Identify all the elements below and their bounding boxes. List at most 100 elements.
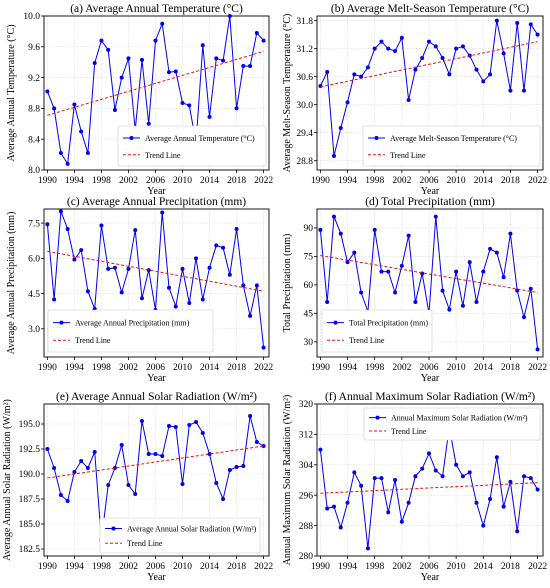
data-point — [406, 500, 411, 505]
chart-title: (e) Average Annual Solar Radiation (W/m²… — [56, 391, 257, 403]
data-point — [254, 283, 259, 288]
x-axis-label: Year — [147, 572, 166, 583]
trend-line — [320, 254, 538, 293]
plot-frame — [316, 403, 544, 557]
data-point — [119, 75, 124, 80]
data-point — [106, 266, 111, 271]
x-tick-label: 2010 — [447, 176, 466, 186]
data-point — [79, 248, 84, 253]
data-point — [119, 443, 124, 447]
legend-marker — [111, 526, 116, 531]
data-point — [379, 269, 384, 274]
x-tick-label: 2006 — [419, 176, 438, 186]
data-point — [447, 307, 452, 312]
legend-label: Trend Line — [75, 336, 111, 345]
data-point — [447, 72, 452, 77]
y-tick-label: 190.0 — [19, 470, 41, 480]
data-point — [413, 67, 418, 72]
x-tick-label: 1998 — [365, 363, 384, 373]
data-point — [261, 444, 266, 448]
y-tick-label: 31.2 — [296, 45, 313, 55]
y-tick-label: 9.2 — [28, 74, 40, 84]
x-tick-label: 1998 — [92, 562, 111, 572]
data-point — [187, 103, 192, 108]
legend: Average Annual Solar Radiation (W/m²) Tre… — [99, 517, 261, 554]
data-point — [372, 227, 377, 232]
x-tick-label: 2002 — [392, 562, 411, 572]
data-point — [467, 260, 472, 265]
data-point — [460, 44, 465, 49]
y-tick-label: 6.0 — [28, 255, 40, 265]
data-point — [248, 414, 253, 418]
data-point — [99, 223, 104, 228]
x-axis-label: Year — [147, 186, 166, 197]
data-point — [454, 46, 459, 51]
y-tick-label: 75 — [304, 253, 314, 263]
data-point — [393, 478, 398, 482]
y-tick-label: 31.8 — [296, 17, 313, 27]
data-point — [440, 288, 445, 293]
data-point — [338, 126, 343, 130]
x-axis-label: Year — [147, 373, 166, 384]
x-tick-label: 2022 — [254, 562, 273, 572]
panel-2: 1990 1994 1998 2002 2006 2010 2014 2018 2022 28.8… — [282, 3, 547, 197]
plot-frame — [43, 208, 270, 358]
data-point — [146, 121, 151, 126]
legend: Average Annual Temperature (°C) Trend Lin… — [117, 125, 267, 167]
data-point — [167, 285, 171, 290]
data-point — [248, 64, 253, 69]
y-tick-label: 30.6 — [296, 73, 313, 83]
data-point — [241, 283, 246, 288]
chart-title: (c) Average Annual Precipitation (mm) — [67, 196, 246, 208]
data-point — [92, 450, 97, 454]
data-point — [45, 89, 50, 94]
x-tick-label: 2006 — [419, 363, 438, 373]
legend-marker — [59, 320, 64, 325]
legend-box — [47, 309, 214, 353]
data-point — [221, 245, 226, 250]
data-point — [515, 529, 520, 534]
data-point — [65, 161, 70, 166]
x-tick-label: 1990 — [38, 363, 57, 373]
data-point — [221, 58, 226, 63]
data-point — [65, 499, 70, 503]
data-point — [79, 129, 84, 134]
y-tick-label: 320 — [299, 400, 314, 410]
data-point — [180, 266, 185, 271]
data-point — [139, 57, 144, 62]
data-point — [254, 440, 259, 444]
data-point — [345, 100, 350, 105]
y-tick-label: 29.4 — [296, 129, 313, 139]
legend-box — [362, 125, 541, 167]
x-tick-label: 2006 — [146, 363, 165, 373]
data-point — [167, 70, 171, 75]
y-tick-label: 8.0 — [28, 166, 40, 176]
data-point — [72, 470, 77, 474]
x-tick-label: 1990 — [311, 363, 330, 373]
data-point — [508, 88, 513, 93]
data-point — [248, 313, 253, 318]
data-point — [106, 47, 111, 52]
data-point — [386, 269, 391, 274]
data-point — [45, 447, 50, 451]
data-point — [440, 56, 445, 60]
data-point — [379, 476, 384, 481]
x-tick-label: 2002 — [392, 176, 411, 186]
data-point — [521, 88, 526, 93]
y-tick-label: 30 — [304, 338, 314, 348]
data-point — [420, 466, 425, 471]
data-point — [399, 35, 404, 40]
data-point — [119, 290, 124, 295]
data-point — [207, 452, 212, 456]
data-point — [528, 286, 533, 291]
data-point — [160, 454, 165, 458]
y-axis-label: Annual Maximum Solar Radiation (W/m²) — [282, 395, 293, 566]
data-point — [460, 474, 465, 479]
legend-label: Average Melt-Season Temperature (°C) — [390, 134, 517, 143]
legend-marker — [129, 136, 134, 140]
y-tick-label: 3.0 — [28, 325, 40, 335]
data-point — [139, 296, 144, 301]
legend-label: Average Annual Solar Radiation (W/m²) — [127, 525, 257, 534]
data-point — [325, 506, 330, 511]
data-point — [45, 222, 50, 227]
